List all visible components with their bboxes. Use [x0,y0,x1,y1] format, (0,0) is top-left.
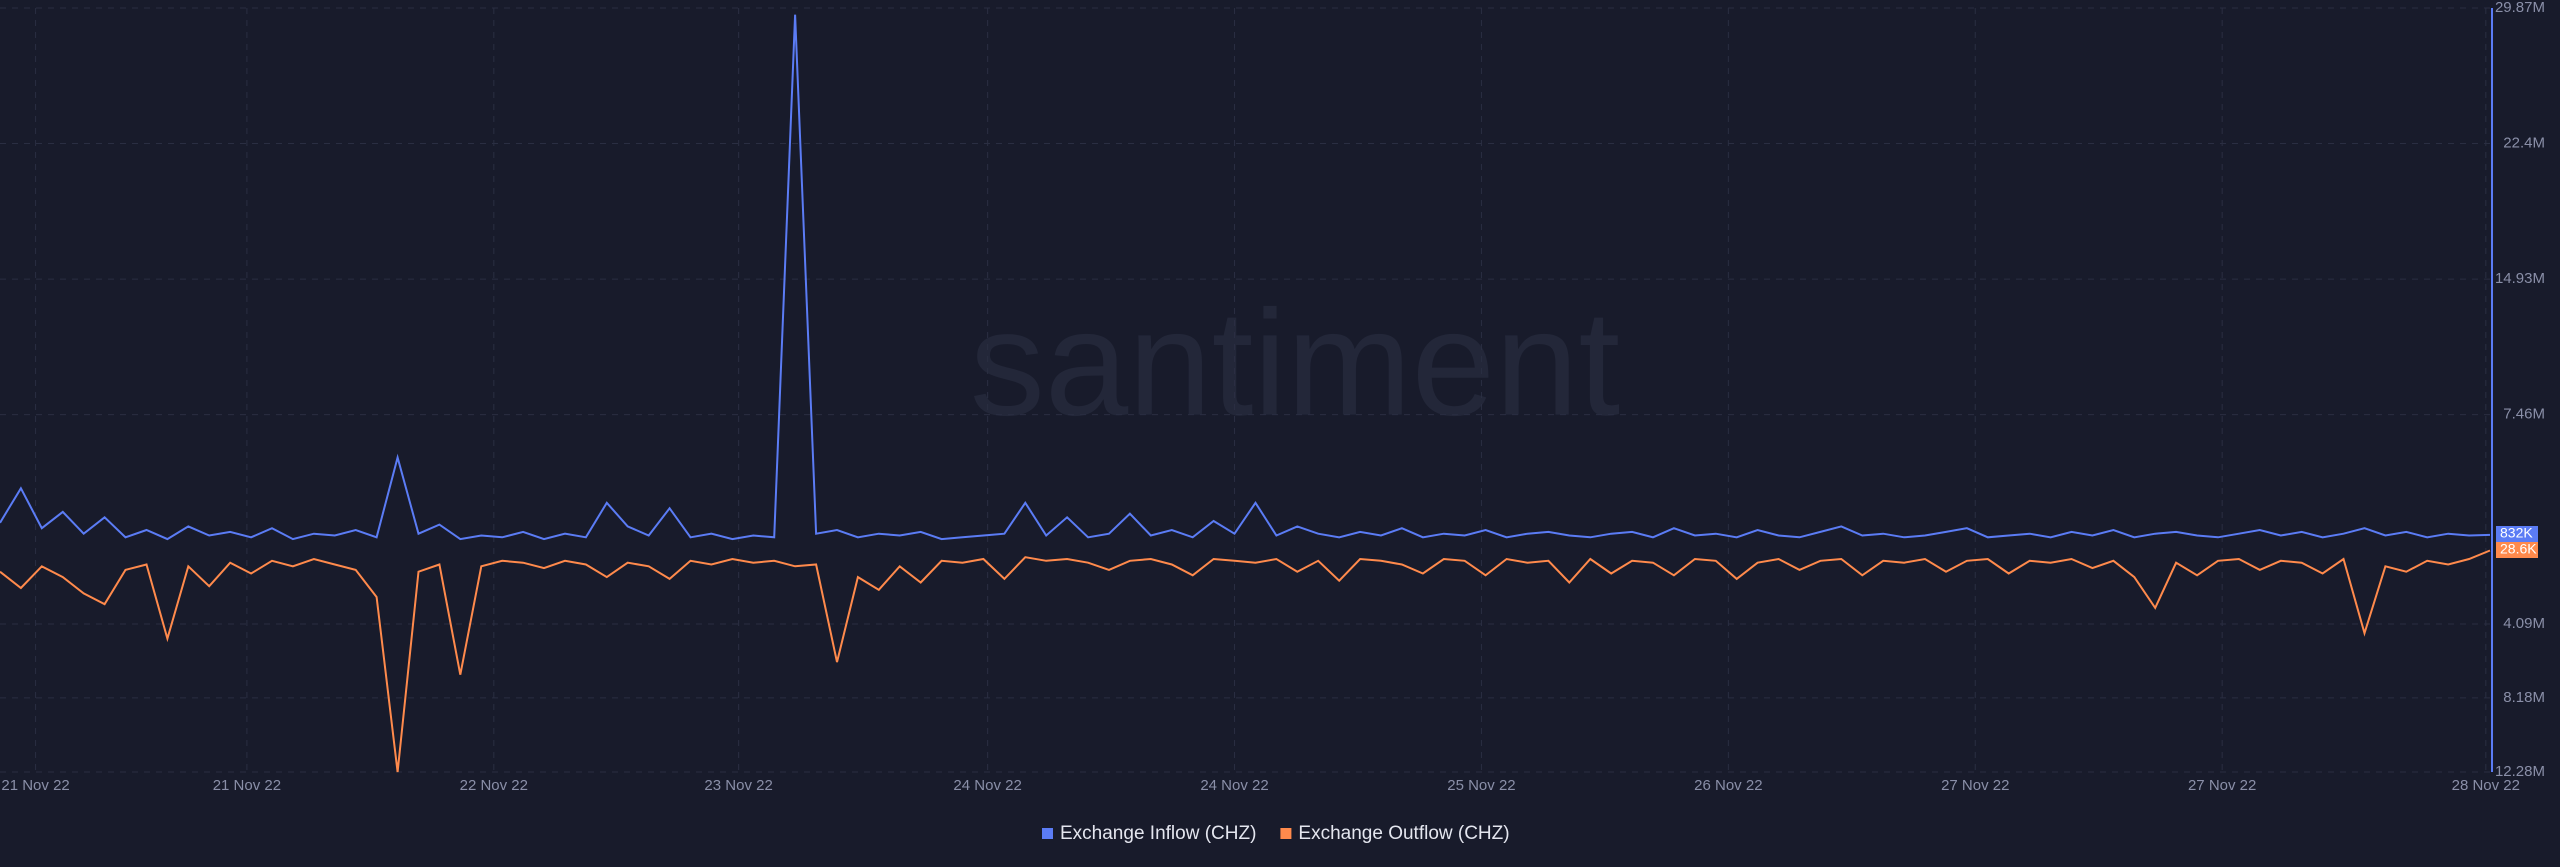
legend-swatch [1280,828,1292,839]
x-tick-label: 28 Nov 22 [2452,777,2520,794]
x-tick-label: 25 Nov 22 [1447,777,1515,794]
last-value-badge [2496,542,2538,558]
series-line [0,14,2491,541]
last-value-label: 28.6K [2500,541,2537,557]
last-value-label: 832K [2500,525,2533,541]
y-tick-label: 14.93M [2495,270,2545,287]
last-value-badge [2496,526,2538,542]
x-tick-label: 22 Nov 22 [460,777,528,794]
x-tick-label: 27 Nov 22 [1941,777,2009,794]
legend-label: Exchange Outflow (CHZ) [1298,823,1509,844]
y-tick-label: 29.87M [2495,0,2545,16]
x-tick-label: 27 Nov 22 [2188,777,2256,794]
y2-tick-label: 12.28M [2495,763,2545,780]
x-tick-label: 21 Nov 22 [213,777,281,794]
series-line [0,549,2491,773]
x-tick-label: 24 Nov 22 [953,777,1021,794]
watermark: santiment [970,279,1620,447]
y2-tick-label: 4.09M [2503,615,2545,632]
y2-tick-label: 8.18M [2503,689,2545,706]
x-tick-label: 23 Nov 22 [704,777,772,794]
x-tick-label: 26 Nov 22 [1694,777,1762,794]
y-tick-label: 7.46M [2503,406,2545,423]
legend-label: Exchange Inflow (CHZ) [1060,823,1256,844]
legend-swatch [1042,828,1053,839]
y-tick-label: 22.4M [2503,135,2545,152]
x-tick-label: 24 Nov 22 [1200,777,1268,794]
x-tick-label: 21 Nov 22 [1,777,69,794]
